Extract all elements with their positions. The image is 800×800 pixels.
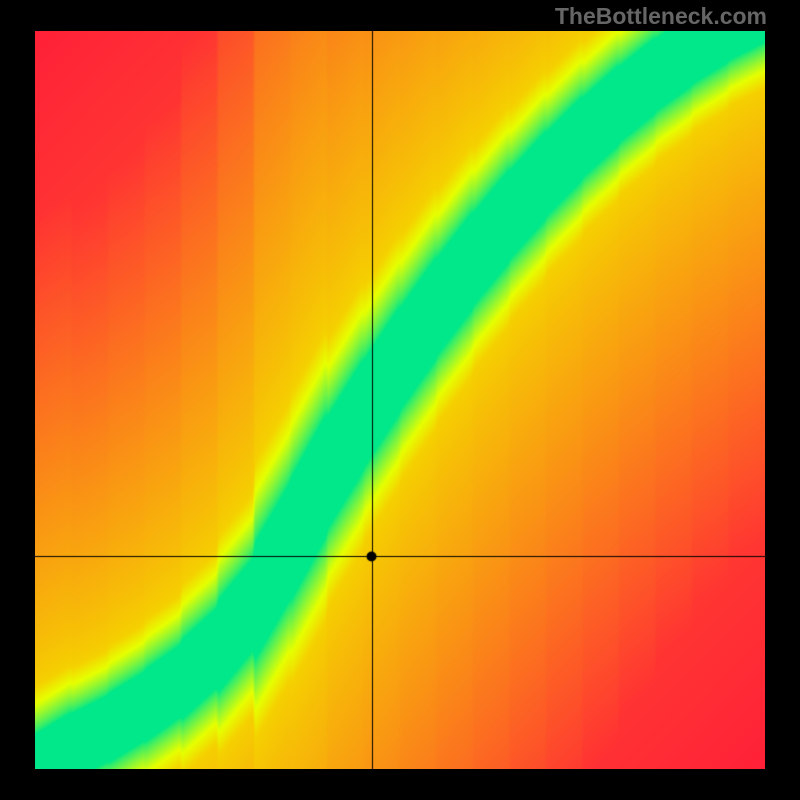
- bottleneck-heatmap: [35, 31, 765, 769]
- chart-container: TheBottleneck.com: [0, 0, 800, 800]
- watermark-text: TheBottleneck.com: [555, 3, 767, 30]
